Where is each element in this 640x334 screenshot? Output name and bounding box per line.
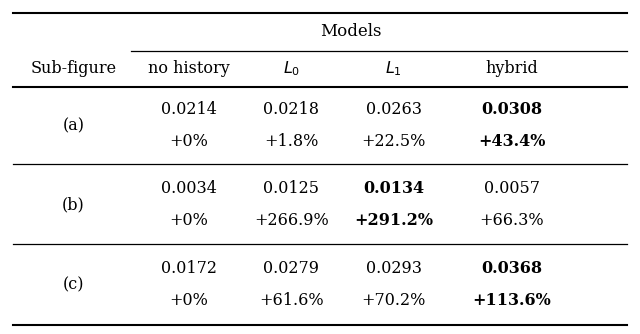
Text: 0.0279: 0.0279 [263, 260, 319, 277]
Text: no history: no history [148, 60, 230, 77]
Text: +1.8%: +1.8% [264, 133, 318, 150]
Text: Models: Models [319, 23, 381, 40]
Text: +0%: +0% [170, 212, 208, 229]
Text: (c): (c) [63, 276, 84, 293]
Text: +22.5%: +22.5% [362, 133, 426, 150]
Text: +266.9%: +266.9% [254, 212, 328, 229]
Text: (b): (b) [62, 196, 85, 213]
Text: (a): (a) [63, 117, 84, 134]
Text: +61.6%: +61.6% [259, 292, 323, 309]
Text: +291.2%: +291.2% [354, 212, 433, 229]
Text: 0.0308: 0.0308 [481, 101, 543, 118]
Text: +0%: +0% [170, 292, 208, 309]
Text: 0.0368: 0.0368 [481, 260, 543, 277]
Text: 0.0218: 0.0218 [263, 101, 319, 118]
Text: 0.0034: 0.0034 [161, 180, 217, 197]
Text: 0.0214: 0.0214 [161, 101, 217, 118]
Text: 0.0125: 0.0125 [263, 180, 319, 197]
Text: +70.2%: +70.2% [362, 292, 426, 309]
Text: +113.6%: +113.6% [472, 292, 552, 309]
Text: Sub-figure: Sub-figure [31, 60, 116, 77]
Text: +66.3%: +66.3% [480, 212, 544, 229]
Text: 0.0134: 0.0134 [363, 180, 424, 197]
Text: hybrid: hybrid [486, 60, 538, 77]
Text: +43.4%: +43.4% [478, 133, 546, 150]
Text: 0.0172: 0.0172 [161, 260, 217, 277]
Text: 0.0293: 0.0293 [365, 260, 422, 277]
Text: $L_1$: $L_1$ [385, 59, 402, 78]
Text: 0.0057: 0.0057 [484, 180, 540, 197]
Text: +0%: +0% [170, 133, 208, 150]
Text: $L_0$: $L_0$ [283, 59, 300, 78]
Text: 0.0263: 0.0263 [365, 101, 422, 118]
